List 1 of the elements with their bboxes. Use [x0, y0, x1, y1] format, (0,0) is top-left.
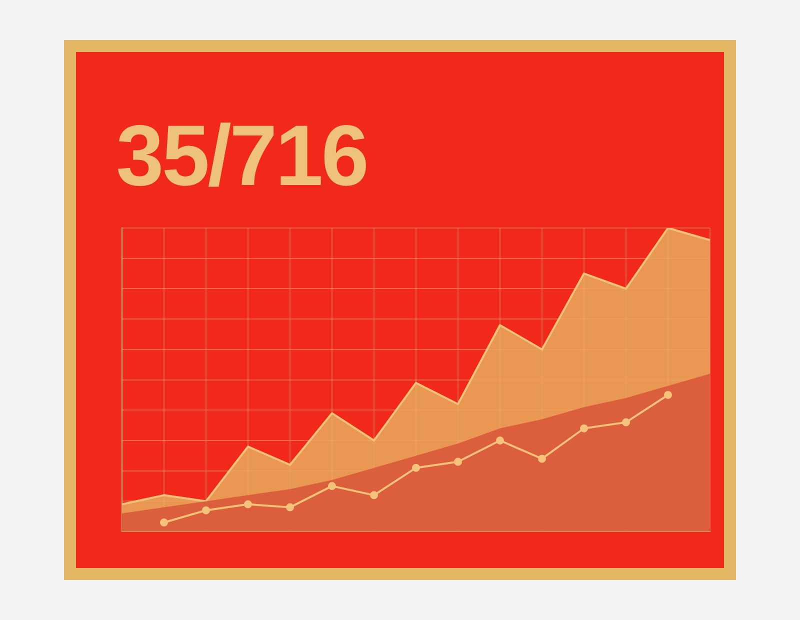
chart-title: 35/716 [116, 107, 368, 206]
